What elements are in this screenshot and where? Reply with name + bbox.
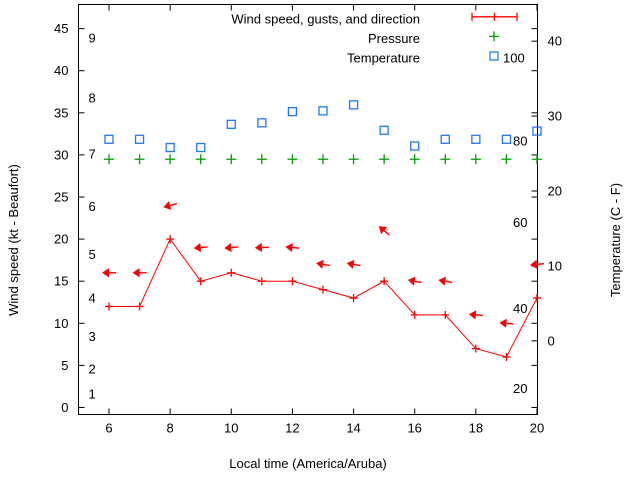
svg-text:35: 35: [54, 105, 68, 120]
svg-text:20: 20: [548, 184, 562, 199]
svg-text:Wind speed (kt - Beaufort): Wind speed (kt - Beaufort): [6, 164, 21, 316]
svg-text:40: 40: [54, 63, 68, 78]
svg-text:1: 1: [89, 386, 96, 401]
svg-text:Local time (America/Aruba): Local time (America/Aruba): [229, 456, 387, 471]
svg-text:Wind speed, gusts, and directi: Wind speed, gusts, and direction: [231, 11, 420, 26]
svg-text:3: 3: [89, 329, 96, 344]
svg-text:40: 40: [513, 301, 527, 316]
svg-text:100: 100: [503, 51, 525, 66]
svg-text:Pressure: Pressure: [368, 31, 420, 46]
svg-text:16: 16: [407, 421, 421, 436]
svg-text:20: 20: [513, 381, 527, 396]
svg-text:2: 2: [89, 361, 96, 376]
svg-text:25: 25: [54, 190, 68, 205]
svg-text:6: 6: [89, 199, 96, 214]
svg-text:10: 10: [224, 421, 238, 436]
svg-text:9: 9: [89, 31, 96, 46]
svg-text:8: 8: [89, 90, 96, 105]
svg-text:Temperature (C - F): Temperature (C - F): [608, 183, 623, 297]
svg-text:7: 7: [89, 147, 96, 162]
svg-text:30: 30: [54, 147, 68, 162]
svg-text:6: 6: [105, 421, 112, 436]
svg-text:14: 14: [346, 421, 360, 436]
svg-text:5: 5: [61, 358, 68, 373]
svg-text:80: 80: [513, 133, 527, 148]
svg-text:18: 18: [469, 421, 483, 436]
svg-text:0: 0: [61, 400, 68, 415]
svg-text:15: 15: [54, 274, 68, 289]
svg-text:8: 8: [167, 421, 174, 436]
svg-text:0: 0: [548, 333, 555, 348]
svg-text:Temperature: Temperature: [347, 51, 420, 66]
svg-text:60: 60: [513, 215, 527, 230]
svg-text:10: 10: [548, 258, 562, 273]
svg-text:45: 45: [54, 21, 68, 36]
svg-text:10: 10: [54, 316, 68, 331]
svg-text:20: 20: [54, 232, 68, 247]
svg-text:20: 20: [530, 421, 544, 436]
svg-text:4: 4: [89, 291, 96, 306]
svg-text:30: 30: [548, 109, 562, 124]
svg-text:12: 12: [285, 421, 299, 436]
svg-text:40: 40: [548, 34, 562, 49]
svg-text:5: 5: [89, 247, 96, 262]
